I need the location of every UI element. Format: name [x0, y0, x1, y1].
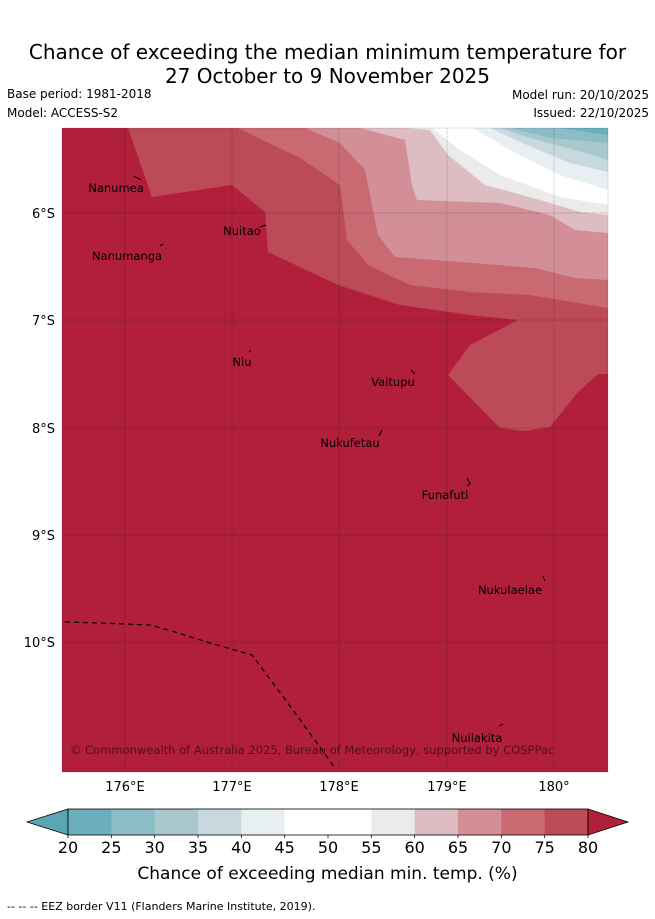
- colorbar-tick-label: 60: [404, 838, 424, 857]
- map-frame: [61, 127, 609, 773]
- title-line-2: 27 October to 9 November 2025: [164, 64, 491, 88]
- island-label: Nukufetau: [320, 436, 379, 450]
- colorbar-segment: [371, 809, 416, 835]
- island-label: Niu: [232, 355, 251, 369]
- island-label: Funafuti: [422, 488, 469, 502]
- colorbar-over-arrow: [587, 808, 630, 836]
- island-outline: [498, 723, 504, 727]
- contour-field: [62, 128, 608, 772]
- island-label: Vaitupu: [371, 375, 415, 389]
- colorbar-tick-label: 35: [188, 838, 208, 857]
- colorbar-segment: [198, 809, 242, 835]
- lon-tick-label: 178°E: [319, 780, 359, 795]
- colorbar-tick-label: 40: [231, 838, 251, 857]
- copyright-notice: © Commonwealth of Australia 2025, Bureau…: [70, 743, 554, 757]
- model-name: Model: ACCESS-S2: [7, 106, 119, 120]
- island-outline: [542, 575, 546, 582]
- map-title: Chance of exceeding the median minimum t…: [0, 40, 655, 88]
- colorbar-tick-label: 50: [318, 838, 338, 857]
- colorbar-tick-label: 45: [274, 838, 294, 857]
- colorbar-tick-label: 30: [144, 838, 164, 857]
- colorbar-segment: [414, 809, 459, 835]
- colorbar-segment: [154, 809, 199, 835]
- colorbar-segment: [458, 809, 502, 835]
- lon-tick-label: 177°E: [212, 780, 252, 795]
- lon-tick-label: 180°: [538, 780, 569, 795]
- lat-tick-label: 9°S: [32, 529, 55, 544]
- eez-border: [64, 621, 336, 769]
- colorbar-tick-label: 70: [491, 838, 511, 857]
- base-period: Base period: 1981-2018: [7, 87, 152, 101]
- lat-tick-label: 8°S: [32, 422, 55, 437]
- colorbar-segment: [544, 809, 589, 835]
- lon-tick-label: 179°E: [427, 780, 467, 795]
- band-20-25: [560, 128, 608, 135]
- colorbar-segment: [241, 809, 286, 835]
- island-label: Nanumanga: [92, 249, 162, 263]
- colorbar-segment: [501, 809, 546, 835]
- colorbar-tick-label: 65: [448, 838, 468, 857]
- colorbar-under-arrow: [25, 808, 69, 836]
- colorbar-tick-label: 55: [361, 838, 381, 857]
- colorbar: [25, 808, 630, 838]
- model-run: Model run: 20/10/2025: [511, 88, 649, 102]
- island-outline: [378, 429, 383, 437]
- island-outline: [159, 243, 164, 247]
- island-outline: [259, 224, 267, 228]
- island-outline: [133, 175, 142, 181]
- island-outline: [466, 477, 471, 487]
- colorbar-segment: [328, 809, 372, 835]
- colorbar-tick-label: 75: [534, 838, 554, 857]
- island-outline: [248, 349, 252, 353]
- lat-tick-label: 7°S: [32, 314, 55, 329]
- issued-date: Issued: 22/10/2025: [533, 106, 649, 120]
- island-label: Nuilakita: [452, 731, 503, 745]
- colorbar-segment: [284, 809, 329, 835]
- island-label: Nuitao: [223, 224, 261, 238]
- band-25-30: [510, 128, 608, 143]
- colorbar-segment: [68, 809, 112, 835]
- island-label: Nanumea: [88, 181, 144, 195]
- graticule: [62, 128, 608, 772]
- title-line-1: Chance of exceeding the median minimum t…: [28, 40, 627, 64]
- colorbar-tick-label: 20: [58, 838, 78, 857]
- lat-tick-label: 10°S: [24, 636, 55, 651]
- colorbar-segment: [111, 809, 156, 835]
- lat-tick-label: 6°S: [32, 207, 55, 222]
- footer-note: -- -- -- EEZ border V11 (Flanders Marine…: [7, 900, 316, 913]
- lon-tick-label: 176°E: [105, 780, 145, 795]
- colorbar-label: Chance of exceeding median min. temp. (%…: [137, 864, 518, 884]
- island-outline: [410, 369, 416, 375]
- island-label: Nukulaelae: [478, 583, 542, 597]
- colorbar-tick-label: 25: [101, 838, 121, 857]
- colorbar-tick-label: 80: [578, 838, 598, 857]
